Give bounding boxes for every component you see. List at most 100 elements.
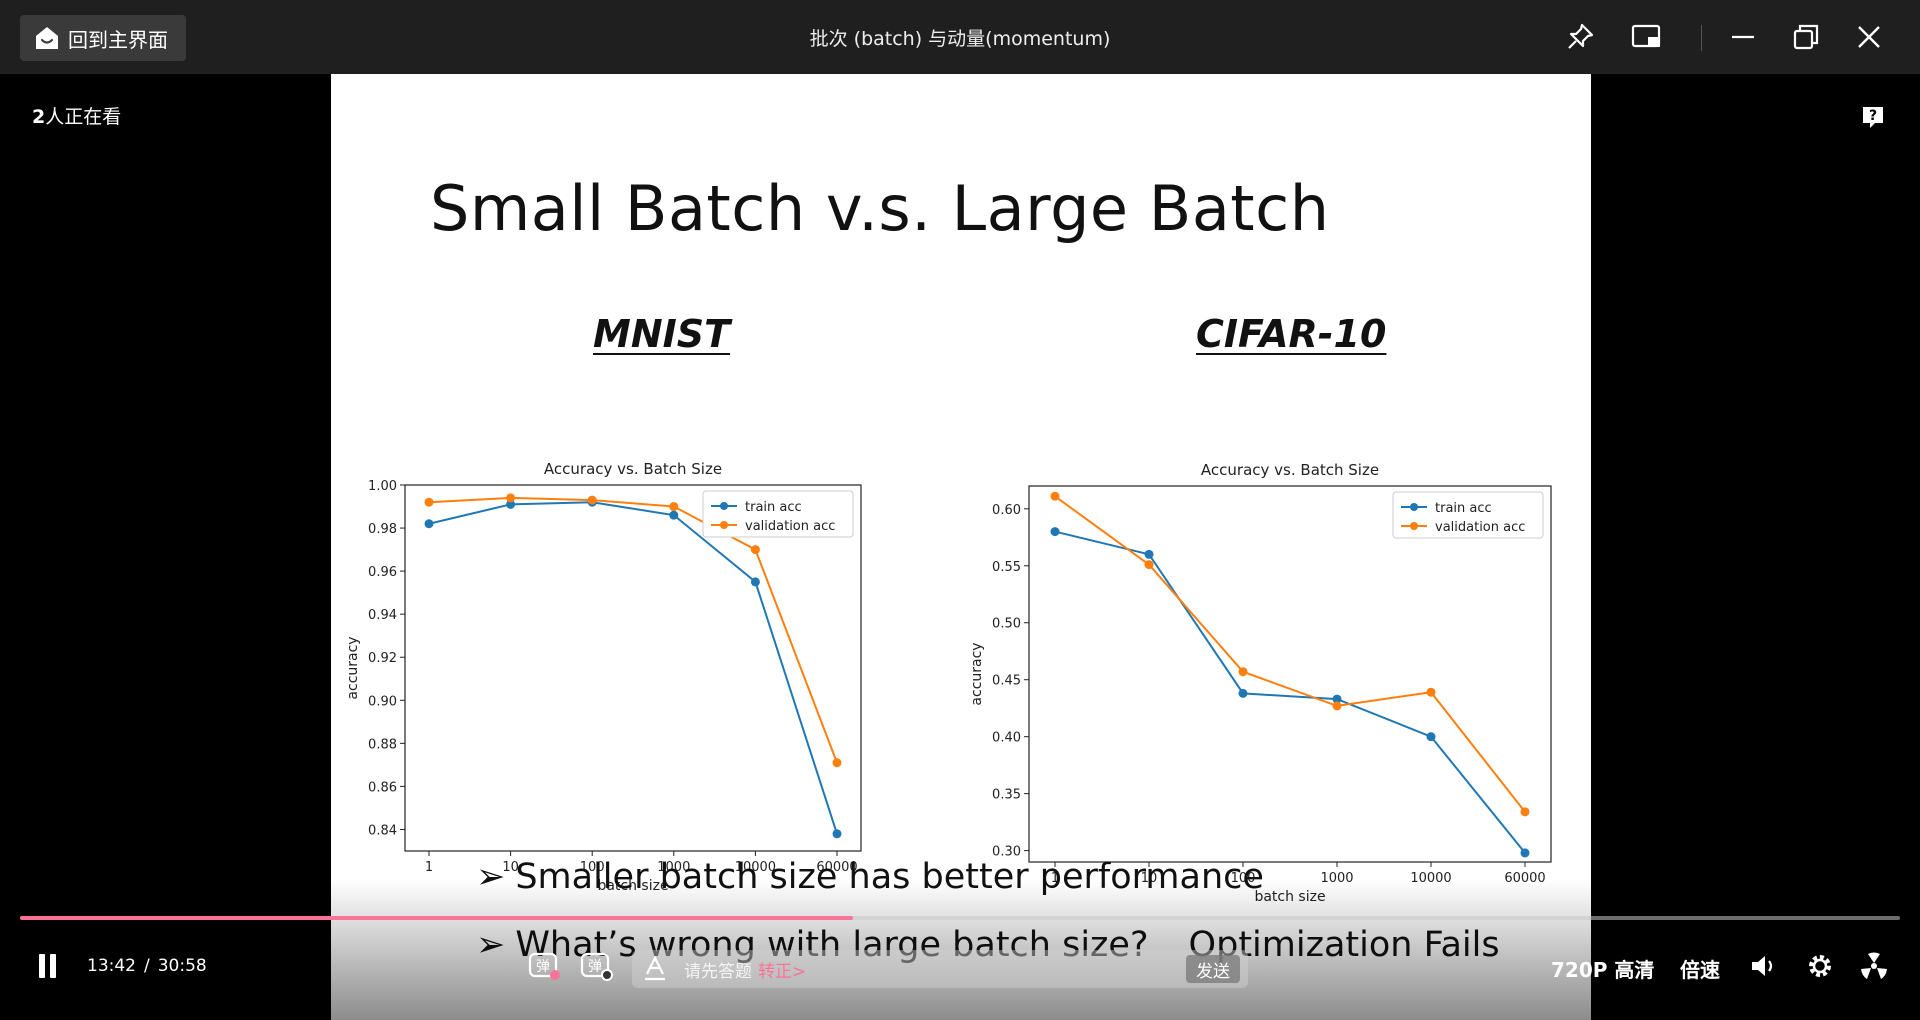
title-bar: 回到主界面 批次 (batch) 与动量(momentum) xyxy=(0,0,1920,74)
legend-marker xyxy=(720,502,728,510)
close-icon[interactable] xyxy=(1852,20,1886,54)
x-tick-label: 100 xyxy=(1231,871,1256,886)
legend-entry: train acc xyxy=(1435,501,1492,516)
lecture-slide: Small Batch v.s. Large Batch MNIST CIFAR… xyxy=(331,74,1591,1020)
y-tick-label: 1.00 xyxy=(368,479,397,494)
progress-bar[interactable] xyxy=(20,916,1900,920)
data-point xyxy=(424,497,434,507)
bullet-text: Smaller batch size has better performanc… xyxy=(515,857,1264,897)
plot-frame xyxy=(404,484,862,852)
bullet-item: ➢ Smaller batch size has better performan… xyxy=(476,857,1264,897)
data-point xyxy=(669,510,679,520)
x-axis-label: batch size xyxy=(1254,889,1325,905)
danmu-toggle-icon[interactable]: 弹 xyxy=(528,950,562,982)
back-to-home-label: 回到主界面 xyxy=(68,27,168,52)
series-line xyxy=(1054,530,1526,854)
svg-text:?: ? xyxy=(1869,108,1877,124)
y-tick-label: 0.88 xyxy=(368,737,397,752)
y-tick-label: 0.45 xyxy=(992,674,1021,689)
data-point xyxy=(1426,732,1436,742)
x-tick-label: 1 xyxy=(1051,871,1059,886)
bullet-answer: Optimization Fails xyxy=(1188,925,1500,965)
total-time: 30:58 xyxy=(157,956,207,976)
y-tick-label: 0.50 xyxy=(992,617,1021,632)
legend-entry: train acc xyxy=(745,500,802,515)
minimize-icon[interactable] xyxy=(1726,20,1760,54)
send-button[interactable]: 发送 xyxy=(1186,955,1240,983)
slide-title: Small Batch v.s. Large Batch xyxy=(430,172,1330,245)
data-point xyxy=(506,499,516,509)
bullet-text: What’s wrong with large batch size? xyxy=(515,925,1149,965)
data-point xyxy=(1144,549,1154,559)
y-tick-label: 0.86 xyxy=(368,780,397,795)
data-point xyxy=(587,495,597,505)
plot-frame xyxy=(1028,485,1552,863)
data-point xyxy=(832,829,842,839)
data-point xyxy=(1238,688,1248,698)
chart-mnist: Accuracy vs. Batch Size 0.84 0.86 0.88 0.90 0… xyxy=(345,460,862,894)
data-point xyxy=(1520,807,1530,817)
y-axis-label: accuracy xyxy=(345,636,361,699)
y-tick-label: 0.55 xyxy=(992,560,1021,575)
x-tick-label: 1000 xyxy=(657,860,690,875)
data-point xyxy=(669,502,679,512)
svg-text:弹: 弹 xyxy=(588,959,602,975)
time-display: 13:42 / 30:58 xyxy=(87,956,207,976)
data-point xyxy=(832,758,842,768)
pin-icon[interactable] xyxy=(1563,20,1597,54)
y-tick-label: 0.92 xyxy=(368,651,397,666)
playback-speed-button[interactable]: 倍速 xyxy=(1680,958,1720,982)
x-tick-label: 10 xyxy=(1141,871,1158,886)
fan-icon[interactable] xyxy=(1857,950,1891,982)
picture-in-picture-icon[interactable] xyxy=(1630,20,1664,54)
answer-link[interactable]: 转正> xyxy=(758,961,807,982)
bullet-arrow-icon: ➢ xyxy=(476,925,506,965)
danmu-input[interactable]: 请先答题 转正> 发送 xyxy=(632,950,1248,988)
current-time: 13:42 xyxy=(87,956,136,976)
viewer-count-suffix: 人正在看 xyxy=(45,106,122,128)
restore-icon[interactable] xyxy=(1789,20,1823,54)
help-icon[interactable]: ? xyxy=(1860,104,1886,130)
pause-button[interactable] xyxy=(36,952,60,980)
title-bar-divider xyxy=(1701,25,1702,51)
svg-text:弹: 弹 xyxy=(536,959,550,975)
x-axis-label: batch size xyxy=(597,878,668,894)
y-tick-label: 0.98 xyxy=(368,522,397,537)
dataset-title-mnist: MNIST xyxy=(593,312,731,356)
legend-box xyxy=(702,490,854,538)
back-to-home-button[interactable]: 回到主界面 xyxy=(20,15,186,61)
legend-entry: validation acc xyxy=(1435,520,1525,535)
x-tick-label: 10 xyxy=(502,860,519,875)
viewer-count: 2人正在看 xyxy=(32,102,121,129)
data-point xyxy=(750,577,760,587)
x-tick-label: 100 xyxy=(580,860,605,875)
window-title: 批次 (batch) 与动量(momentum) xyxy=(809,28,1111,50)
x-tick-label: 10000 xyxy=(735,860,776,875)
chart-cifar: Accuracy vs. Batch Size 0.30 0.35 0.40 0.45 0… xyxy=(969,461,1552,905)
data-point xyxy=(1238,667,1248,677)
series-line xyxy=(1054,495,1526,813)
volume-icon[interactable] xyxy=(1748,950,1782,982)
data-point xyxy=(506,493,516,503)
danmu-placeholder: 请先答题 xyxy=(684,961,752,982)
legend-marker xyxy=(1410,503,1418,511)
chart-title: Accuracy vs. Batch Size xyxy=(1201,461,1379,479)
legend-marker xyxy=(1410,522,1418,530)
time-separator: / xyxy=(144,956,150,976)
danmu-settings-icon[interactable]: 弹 xyxy=(580,950,614,982)
bullet-arrow-icon: ➢ xyxy=(476,857,506,897)
data-point xyxy=(1050,491,1060,501)
data-point xyxy=(1332,701,1342,711)
x-tick-label: 10000 xyxy=(1410,871,1451,886)
data-point xyxy=(750,545,760,555)
x-tick-label: 60000 xyxy=(1504,871,1545,886)
y-axis-label: accuracy xyxy=(969,642,985,705)
x-tick-label: 1000 xyxy=(1320,871,1353,886)
quality-selector[interactable]: 720P 高清 xyxy=(1551,958,1655,982)
settings-gear-icon[interactable] xyxy=(1803,950,1837,982)
text-style-icon[interactable] xyxy=(644,956,666,982)
series-line xyxy=(428,501,838,835)
y-tick-label: 0.96 xyxy=(368,565,397,580)
viewer-count-number: 2 xyxy=(32,106,46,128)
chart-title: Accuracy vs. Batch Size xyxy=(544,460,722,478)
